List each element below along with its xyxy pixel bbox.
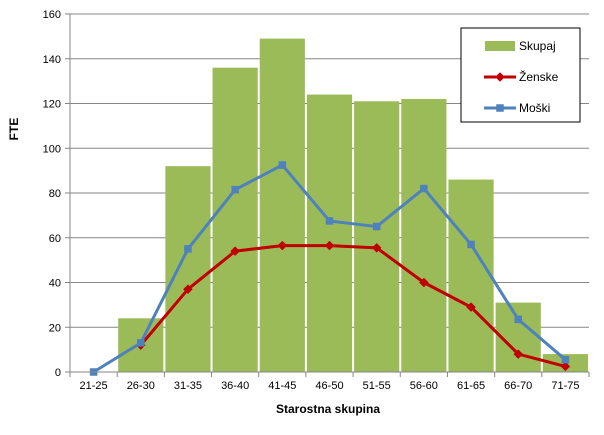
point-Moški-41-45 [278,161,287,169]
point-Ženske-41-45 [277,240,288,251]
point-Moški-36-40 [231,185,239,194]
x-tick-label-46-50: 46-50 [315,380,343,392]
x-axis-title: Starostna skupina [276,402,380,416]
point-Moški-61-65 [467,240,475,249]
point-Moški-31-35 [184,245,192,253]
legend: Skupaj Ženske Moški [460,27,581,123]
legend-label-Ženske: Ženske [519,69,559,84]
y-tick-label: 100 [43,143,61,155]
bar-41-45 [259,38,305,373]
x-tick-label-26-30: 26-30 [127,380,155,392]
y-tick-label: 0 [55,367,61,379]
series-lines [89,161,571,376]
axis-labels: 0 20 40 60 80 100 120 140 160 21-25 26-30 31-35 36-4… [43,9,580,392]
y-tick-label: 40 [49,278,61,290]
x-tick-label-71-75: 71-75 [551,380,579,392]
legend-label-Moški: Moški [519,101,550,115]
point-Ženske-66-70 [513,349,524,359]
point-Moški-71-75 [561,355,570,364]
point-Ženske-61-65 [466,302,476,312]
point-Ženske-51-55 [371,242,382,253]
y-axis-title: FTE [7,118,21,141]
x-tick-label-41-45: 41-45 [268,380,296,392]
bar-31-35 [165,166,211,372]
axes [65,13,590,377]
point-Ženske-31-35 [183,284,193,295]
legend-marker-Moški [496,104,504,112]
point-Moški-66-70 [514,315,522,324]
legend-box [460,27,581,123]
x-tick-label-61-65: 61-65 [457,380,485,392]
point-Moški-26-30 [137,339,145,347]
x-tick-label-66-70: 66-70 [504,380,532,392]
y-tick-label: 160 [43,9,61,21]
bar-46-50 [306,94,353,373]
y-tick-label: 60 [49,233,61,245]
bar-36-40 [212,67,258,372]
x-tick-label-21-25: 21-25 [80,380,108,392]
legend-label-Skupaj: Skupaj [519,39,556,53]
point-Moški-46-50 [325,217,334,225]
point-Moški-56-60 [420,184,428,193]
bars-skupaj [118,38,588,373]
y-tick-label: 20 [49,322,61,334]
legend-swatch-Skupaj [485,41,515,51]
x-tick-label-31-35: 31-35 [174,380,202,392]
point-Moški-51-55 [372,222,381,231]
x-tick-label-36-40: 36-40 [221,380,249,392]
x-tick-label-51-55: 51-55 [363,380,391,392]
y-tick-label: 120 [43,99,61,111]
point-Ženske-36-40 [230,246,240,257]
y-tick-label: 140 [43,54,61,66]
bar-56-60 [401,99,447,373]
bar-61-65 [448,179,494,372]
line-Ženske [139,244,566,368]
point-Ženske-71-75 [560,361,571,372]
x-tick-label-56-60: 56-60 [410,380,438,392]
point-Ženske-46-50 [324,240,335,251]
bar-51-55 [354,101,400,372]
y-tick-label: 80 [49,188,61,200]
legend-marker-Ženske [495,72,505,82]
point-Ženske-56-60 [419,277,429,288]
